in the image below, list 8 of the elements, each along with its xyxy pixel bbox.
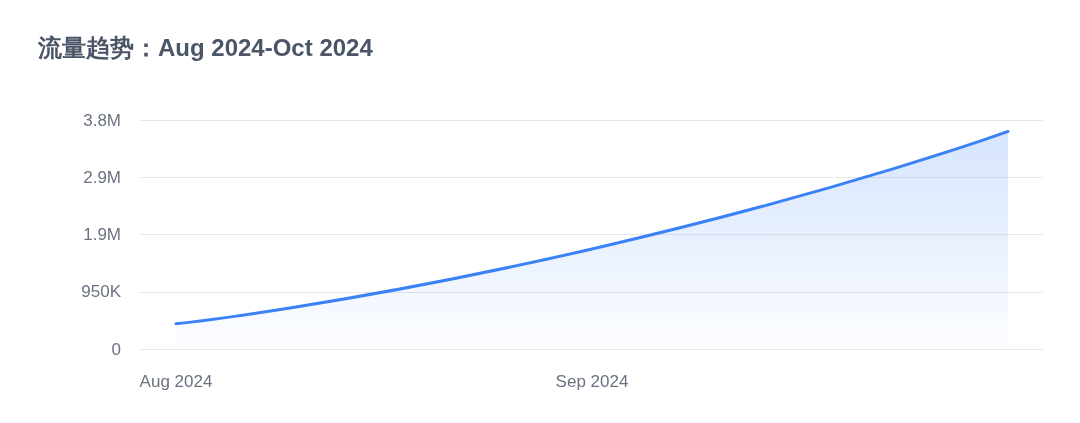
y-tick-label: 1.9M (83, 225, 121, 244)
x-tick-label: Aug 2024 (139, 372, 213, 391)
x-tick-label: Sep 2024 (555, 372, 629, 391)
chart-title: 流量趋势：Aug 2024-Oct 2024 (37, 33, 374, 61)
y-tick-label: 3.8M (83, 110, 121, 130)
y-tick-label: 950K (81, 282, 122, 302)
y-tick-label: 2.9M (83, 167, 121, 187)
y-tick-label: 0 (111, 339, 121, 359)
